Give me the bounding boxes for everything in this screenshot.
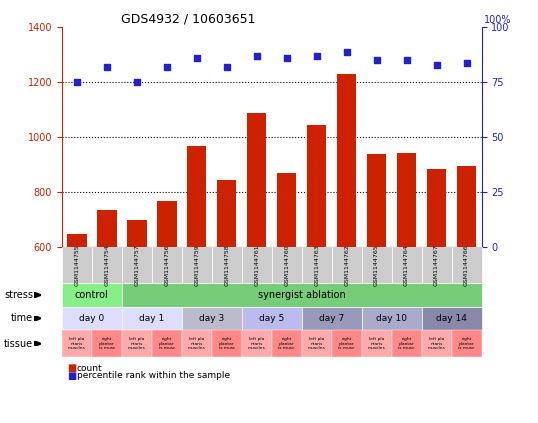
Text: left pla
ntaris
muscles: left pla ntaris muscles	[308, 338, 325, 350]
Text: GDS4932 / 10603651: GDS4932 / 10603651	[121, 13, 256, 26]
Text: GSM1144761: GSM1144761	[254, 244, 259, 286]
Bar	[367, 154, 386, 247]
Bar	[67, 234, 87, 247]
Text: ■: ■	[67, 363, 76, 373]
Bar	[307, 125, 327, 247]
Text: GSM1144765: GSM1144765	[374, 244, 379, 286]
Text: right
plantar
is musc: right plantar is musc	[458, 338, 475, 350]
Text: control: control	[75, 290, 109, 300]
Bar	[127, 220, 146, 247]
Text: left pla
ntaris
muscles: left pla ntaris muscles	[248, 338, 266, 350]
Bar	[397, 153, 416, 247]
Text: right
plantar
is musc: right plantar is musc	[398, 338, 415, 350]
Point	[132, 79, 141, 86]
Point	[342, 48, 351, 55]
Text: count: count	[77, 363, 103, 373]
Text: GSM1144767: GSM1144767	[434, 244, 439, 286]
Text: 100%: 100%	[484, 15, 512, 25]
Point	[432, 61, 441, 68]
Polygon shape	[34, 316, 41, 321]
Text: day 10: day 10	[376, 314, 407, 323]
Bar	[247, 113, 266, 247]
Point	[372, 57, 381, 64]
Point	[313, 53, 321, 60]
Text: time: time	[11, 313, 33, 323]
Text: right
plantar
is musc: right plantar is musc	[218, 338, 235, 350]
Text: day 3: day 3	[199, 314, 224, 323]
Text: day 1: day 1	[139, 314, 165, 323]
Text: GSM1144759: GSM1144759	[194, 244, 199, 286]
Text: GSM1144766: GSM1144766	[464, 244, 469, 286]
Text: GSM1144760: GSM1144760	[284, 244, 289, 286]
Point	[252, 53, 261, 60]
Polygon shape	[34, 292, 41, 298]
Text: day 14: day 14	[436, 314, 467, 323]
Text: left pla
ntaris
muscles: left pla ntaris muscles	[368, 338, 385, 350]
Text: synergist ablation: synergist ablation	[258, 290, 345, 300]
Polygon shape	[34, 341, 41, 346]
Text: day 0: day 0	[79, 314, 104, 323]
Bar	[457, 166, 476, 247]
Text: day 5: day 5	[259, 314, 284, 323]
Point	[103, 64, 111, 71]
Bar	[427, 169, 447, 247]
Text: day 7: day 7	[319, 314, 344, 323]
Text: ■: ■	[67, 371, 76, 381]
Text: GSM1144756: GSM1144756	[164, 244, 169, 286]
Text: percentile rank within the sample: percentile rank within the sample	[77, 371, 230, 380]
Point	[222, 64, 231, 71]
Text: GSM1144764: GSM1144764	[404, 244, 409, 286]
Text: GSM1144758: GSM1144758	[224, 244, 229, 286]
Text: GSM1144762: GSM1144762	[344, 244, 349, 286]
Point	[402, 57, 411, 64]
Text: GSM1144754: GSM1144754	[104, 244, 109, 286]
Text: right
plantar
is musc: right plantar is musc	[98, 338, 115, 350]
Text: right
plantar
is musc: right plantar is musc	[338, 338, 355, 350]
Point	[73, 79, 81, 86]
Point	[282, 55, 291, 62]
Bar	[187, 146, 207, 247]
Bar	[157, 201, 176, 247]
Text: left pla
ntaris
muscles: left pla ntaris muscles	[128, 338, 146, 350]
Point	[462, 59, 471, 66]
Text: GSM1144757: GSM1144757	[134, 244, 139, 286]
Bar	[217, 180, 237, 247]
Point	[162, 64, 171, 71]
Text: tissue: tissue	[4, 339, 33, 349]
Text: left pla
ntaris
muscles: left pla ntaris muscles	[428, 338, 445, 350]
Text: stress: stress	[4, 290, 33, 300]
Text: GSM1144755: GSM1144755	[74, 244, 80, 286]
Text: left pla
ntaris
muscles: left pla ntaris muscles	[68, 338, 86, 350]
Bar	[277, 173, 296, 247]
Bar	[337, 74, 356, 247]
Bar	[97, 210, 117, 247]
Text: GSM1144763: GSM1144763	[314, 244, 319, 286]
Text: right
plantar
is musc: right plantar is musc	[279, 338, 295, 350]
Text: left pla
ntaris
muscles: left pla ntaris muscles	[188, 338, 206, 350]
Point	[193, 55, 201, 62]
Text: right
plantar
is musc: right plantar is musc	[159, 338, 175, 350]
